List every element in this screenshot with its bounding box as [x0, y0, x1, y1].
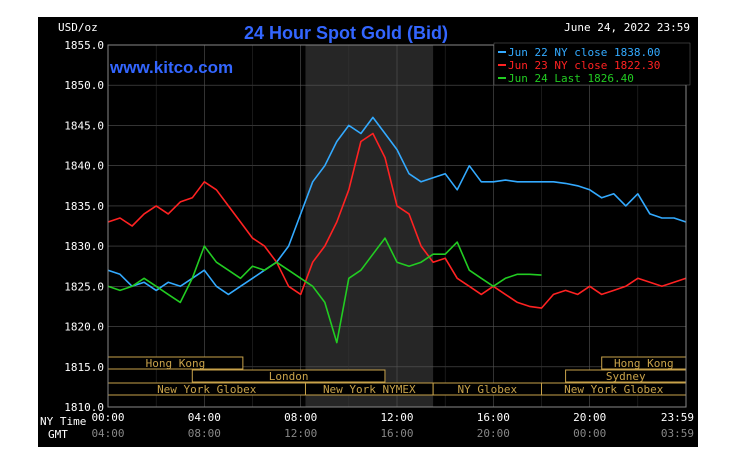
series-line	[107, 132, 687, 309]
timestamp: June 24, 2022 23:59	[564, 21, 690, 34]
series-line	[107, 237, 542, 344]
legend: Jun 22 NY close 1838.00 Jun 23 NY close …	[493, 42, 691, 86]
x-tick-label-ny: 23:59	[661, 411, 694, 424]
plot-border	[107, 44, 687, 408]
x-row-label-ny: NY Time	[40, 415, 86, 428]
y-tick-label: 1815.0	[64, 361, 104, 374]
legend-item: Jun 23 NY close 1822.30	[508, 59, 660, 72]
x-tick-label-ny: 12:00	[380, 411, 413, 424]
legend-item: Jun 22 NY close 1838.00	[508, 46, 660, 59]
y-tick-label: 1845.0	[64, 119, 104, 132]
session-label: New York NYMEX	[323, 383, 416, 396]
y-tick-label: 1810.0	[64, 401, 104, 414]
x-tick-label-gmt: 12:00	[284, 427, 317, 440]
chart-title: 24 Hour Spot Gold (Bid)	[244, 23, 448, 43]
session-label: Hong Kong	[146, 357, 206, 370]
series-line	[107, 116, 687, 296]
nymex-session-shade	[305, 45, 434, 407]
y-tick-label: 1855.0	[64, 39, 104, 52]
y-tick-label: 1830.0	[64, 240, 104, 253]
x-tick-label-gmt: 00:00	[573, 427, 606, 440]
x-tick-label-gmt: 20:00	[477, 427, 510, 440]
session-label: Sydney	[606, 370, 646, 383]
session-label: London	[269, 370, 309, 383]
session-label: New York Globex	[564, 383, 664, 396]
session-label: New York Globex	[157, 383, 257, 396]
x-tick-label-ny: 04:00	[188, 411, 221, 424]
y-unit-label: USD/oz	[58, 21, 98, 34]
legend-item: Jun 24 Last 1826.40	[508, 72, 634, 85]
x-tick-label-gmt: 08:00	[188, 427, 221, 440]
x-tick-label-ny: 20:00	[573, 411, 606, 424]
x-tick-label-ny: 08:00	[284, 411, 317, 424]
watermark: www.kitco.com	[109, 58, 233, 77]
y-tick-label: 1840.0	[64, 160, 104, 173]
y-tick-label: 1820.0	[64, 321, 104, 334]
chart-frame: Hong Kong Hong Kong London Sydney New York G…	[38, 17, 698, 447]
x-row-label-gmt: GMT	[48, 428, 68, 441]
session-label: NY Globex	[458, 383, 518, 396]
session-box	[191, 369, 386, 383]
x-tick-label-gmt: 03:59	[661, 427, 694, 440]
x-tick-label-gmt: 16:00	[380, 427, 413, 440]
x-tick-label-gmt: 04:00	[91, 427, 124, 440]
x-tick-label-ny: 16:00	[477, 411, 510, 424]
x-tick-label-ny: 00:00	[91, 411, 124, 424]
y-tick-label: 1825.0	[64, 280, 104, 293]
session-label: Hong Kong	[614, 357, 674, 370]
y-tick-label: 1850.0	[64, 79, 104, 92]
y-tick-label: 1835.0	[64, 200, 104, 213]
